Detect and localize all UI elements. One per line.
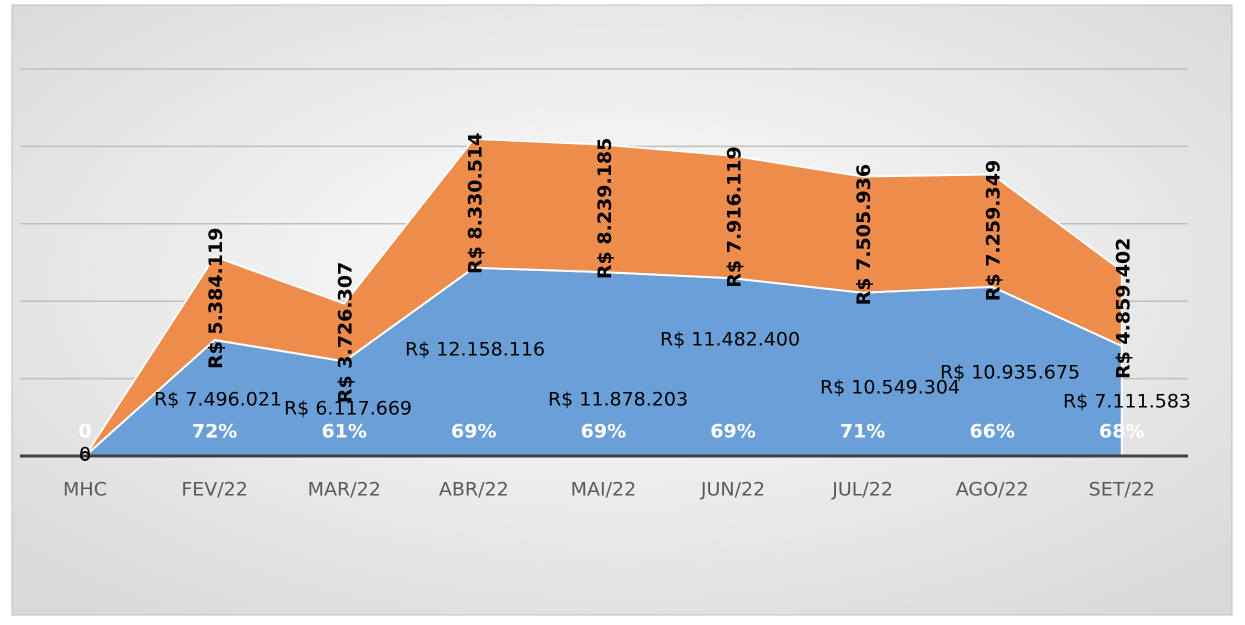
percent-label: 0 [78, 421, 91, 443]
data-label: R$ 11.482.400 [660, 329, 800, 351]
x-tick-label: FEV/22 [181, 479, 248, 501]
data-label: R$ 10.549.304 [820, 377, 960, 399]
data-label: R$ 6.117.669 [284, 398, 412, 420]
percent-label: 61% [321, 421, 366, 443]
data-label: R$ 7.259.349 [983, 160, 1005, 301]
x-tick-label: MAR/22 [308, 479, 381, 501]
x-tick-label: SET/22 [1089, 479, 1155, 501]
percent-label: 66% [969, 421, 1014, 443]
percent-label: 69% [710, 421, 755, 443]
data-label: R$ 8.330.514 [464, 133, 486, 274]
x-tick-label: AGO/22 [956, 479, 1029, 501]
percent-label: 72% [192, 421, 237, 443]
data-label: R$ 12.158.116 [405, 339, 545, 361]
percent-label: 68% [1099, 421, 1144, 443]
data-label: R$ 3.726.307 [335, 262, 357, 403]
origin-marker [80, 451, 90, 461]
percent-label: 69% [581, 421, 626, 443]
data-label: R$ 5.384.119 [205, 228, 227, 369]
data-label: R$ 10.935.675 [940, 362, 1080, 384]
data-label: R$ 4.859.402 [1112, 238, 1134, 379]
percent-label: 69% [451, 421, 496, 443]
percent-label: 71% [840, 421, 885, 443]
x-tick-label: JUL/22 [831, 479, 893, 501]
data-label: R$ 7.505.936 [853, 164, 875, 305]
x-tick-label: MAI/22 [571, 479, 637, 501]
data-label: R$ 7.916.119 [724, 146, 746, 287]
data-label: R$ 7.496.021 [154, 389, 282, 411]
x-tick-label: ABR/22 [439, 479, 509, 501]
x-tick-label: JUN/22 [700, 479, 765, 501]
x-tick-label: MHC [63, 479, 107, 501]
data-label: R$ 7.111.583 [1063, 391, 1191, 413]
data-label: R$ 8.239.185 [594, 138, 616, 279]
area [84, 137, 1123, 457]
data-label: 0 [79, 444, 91, 466]
data-label: R$ 11.878.203 [548, 389, 688, 411]
